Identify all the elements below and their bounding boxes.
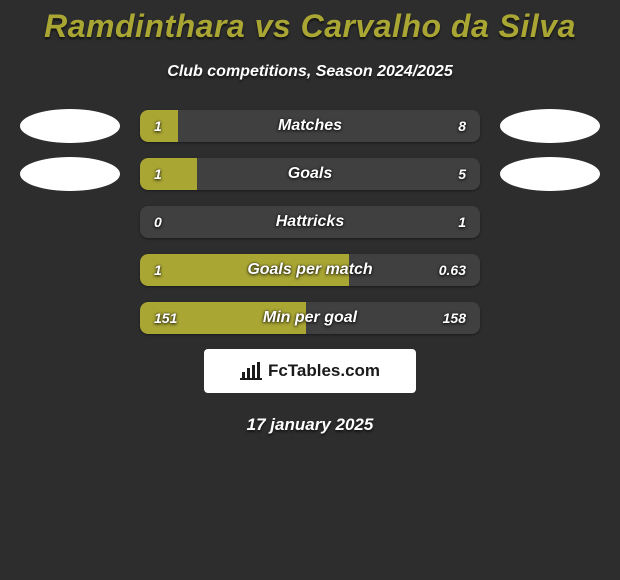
comparison-bar: 1Goals per match0.63 bbox=[140, 254, 480, 286]
comparison-row: 1Goals5 bbox=[0, 157, 620, 191]
bar-fill bbox=[140, 302, 306, 334]
right-value: 5 bbox=[458, 158, 466, 190]
subtitle: Club competitions, Season 2024/2025 bbox=[0, 63, 620, 81]
spacer bbox=[20, 205, 120, 239]
stat-label: Hattricks bbox=[140, 206, 480, 238]
left-value: 0 bbox=[154, 206, 162, 238]
left-team-oval bbox=[20, 109, 120, 143]
spacer bbox=[500, 253, 600, 287]
right-value: 8 bbox=[458, 110, 466, 142]
comparison-bar: 151Min per goal158 bbox=[140, 302, 480, 334]
comparison-row: 1Goals per match0.63 bbox=[0, 253, 620, 287]
right-value: 1 bbox=[458, 206, 466, 238]
right-team-oval bbox=[500, 157, 600, 191]
spacer bbox=[500, 301, 600, 335]
comparison-bar: 1Matches8 bbox=[140, 110, 480, 142]
bar-fill bbox=[140, 110, 178, 142]
comparison-row: 1Matches8 bbox=[0, 109, 620, 143]
comparison-bar: 1Goals5 bbox=[140, 158, 480, 190]
comparison-row: 0Hattricks1 bbox=[0, 205, 620, 239]
comparison-bar: 0Hattricks1 bbox=[140, 206, 480, 238]
bar-fill bbox=[140, 158, 197, 190]
comparison-card: Ramdinthara vs Carvalho da Silva Club co… bbox=[0, 0, 620, 435]
stat-label: Matches bbox=[140, 110, 480, 142]
right-value: 0.63 bbox=[439, 254, 466, 286]
brand-badge[interactable]: FcTables.com bbox=[204, 349, 416, 393]
bar-chart-icon bbox=[240, 362, 262, 380]
left-team-oval bbox=[20, 157, 120, 191]
spacer bbox=[20, 253, 120, 287]
date-label: 17 january 2025 bbox=[0, 415, 620, 435]
bar-fill bbox=[140, 254, 349, 286]
spacer bbox=[20, 301, 120, 335]
brand-text: FcTables.com bbox=[268, 361, 380, 381]
comparison-chart: 1Matches81Goals50Hattricks11Goals per ma… bbox=[0, 109, 620, 335]
page-title: Ramdinthara vs Carvalho da Silva bbox=[0, 8, 620, 45]
right-team-oval bbox=[500, 109, 600, 143]
comparison-row: 151Min per goal158 bbox=[0, 301, 620, 335]
spacer bbox=[500, 205, 600, 239]
right-value: 158 bbox=[443, 302, 466, 334]
